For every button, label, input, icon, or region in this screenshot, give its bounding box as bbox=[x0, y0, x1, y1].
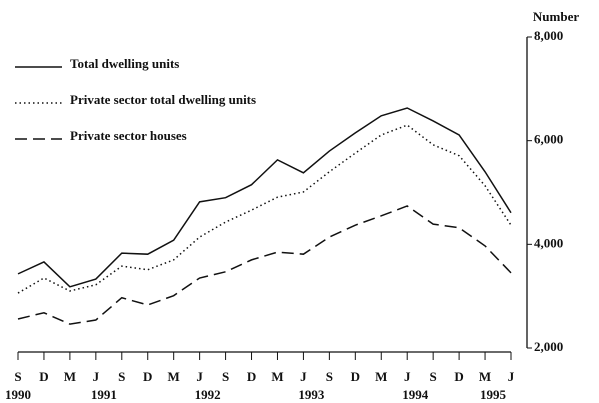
x-tick-label: J bbox=[196, 369, 203, 384]
x-tick-label: D bbox=[454, 369, 463, 384]
x-tick-label: D bbox=[39, 369, 48, 384]
x-tick-label: D bbox=[351, 369, 360, 384]
x-year-label: 1991 bbox=[91, 387, 117, 402]
x-tick-label: S bbox=[326, 369, 333, 384]
x-tick-label: S bbox=[118, 369, 125, 384]
y-tick-label: 4,000 bbox=[534, 235, 563, 250]
series-line bbox=[17, 107, 512, 288]
x-tick-label: S bbox=[222, 369, 229, 384]
legend-label: Private sector houses bbox=[70, 128, 187, 143]
x-tick-label: J bbox=[508, 369, 515, 384]
x-tick-label: M bbox=[271, 369, 283, 384]
x-tick-label: M bbox=[64, 369, 76, 384]
legend-label: Private sector total dwelling units bbox=[70, 92, 256, 107]
x-tick-label: S bbox=[14, 369, 21, 384]
x-tick-label: D bbox=[143, 369, 152, 384]
x-tick-label: M bbox=[479, 369, 491, 384]
series-line bbox=[17, 205, 512, 325]
y-tick-label: 2,000 bbox=[534, 339, 563, 354]
legend-label: Total dwelling units bbox=[70, 56, 179, 71]
y-axis-label: Number bbox=[533, 9, 579, 24]
x-tick-label: J bbox=[404, 369, 411, 384]
x-tick-label: J bbox=[300, 369, 307, 384]
x-year-label: 1990 bbox=[5, 387, 31, 402]
x-year-label: 1995 bbox=[480, 387, 507, 402]
y-tick-label: 8,000 bbox=[534, 28, 563, 43]
x-year-label: 1994 bbox=[402, 387, 429, 402]
x-tick-label: S bbox=[430, 369, 437, 384]
x-year-label: 1993 bbox=[298, 387, 325, 402]
x-tick-label: J bbox=[93, 369, 100, 384]
x-year-label: 1992 bbox=[195, 387, 221, 402]
x-tick-label: M bbox=[168, 369, 180, 384]
y-tick-label: 6,000 bbox=[534, 132, 563, 147]
series-line bbox=[17, 124, 512, 294]
x-tick-label: D bbox=[247, 369, 256, 384]
x-tick-label: M bbox=[375, 369, 387, 384]
